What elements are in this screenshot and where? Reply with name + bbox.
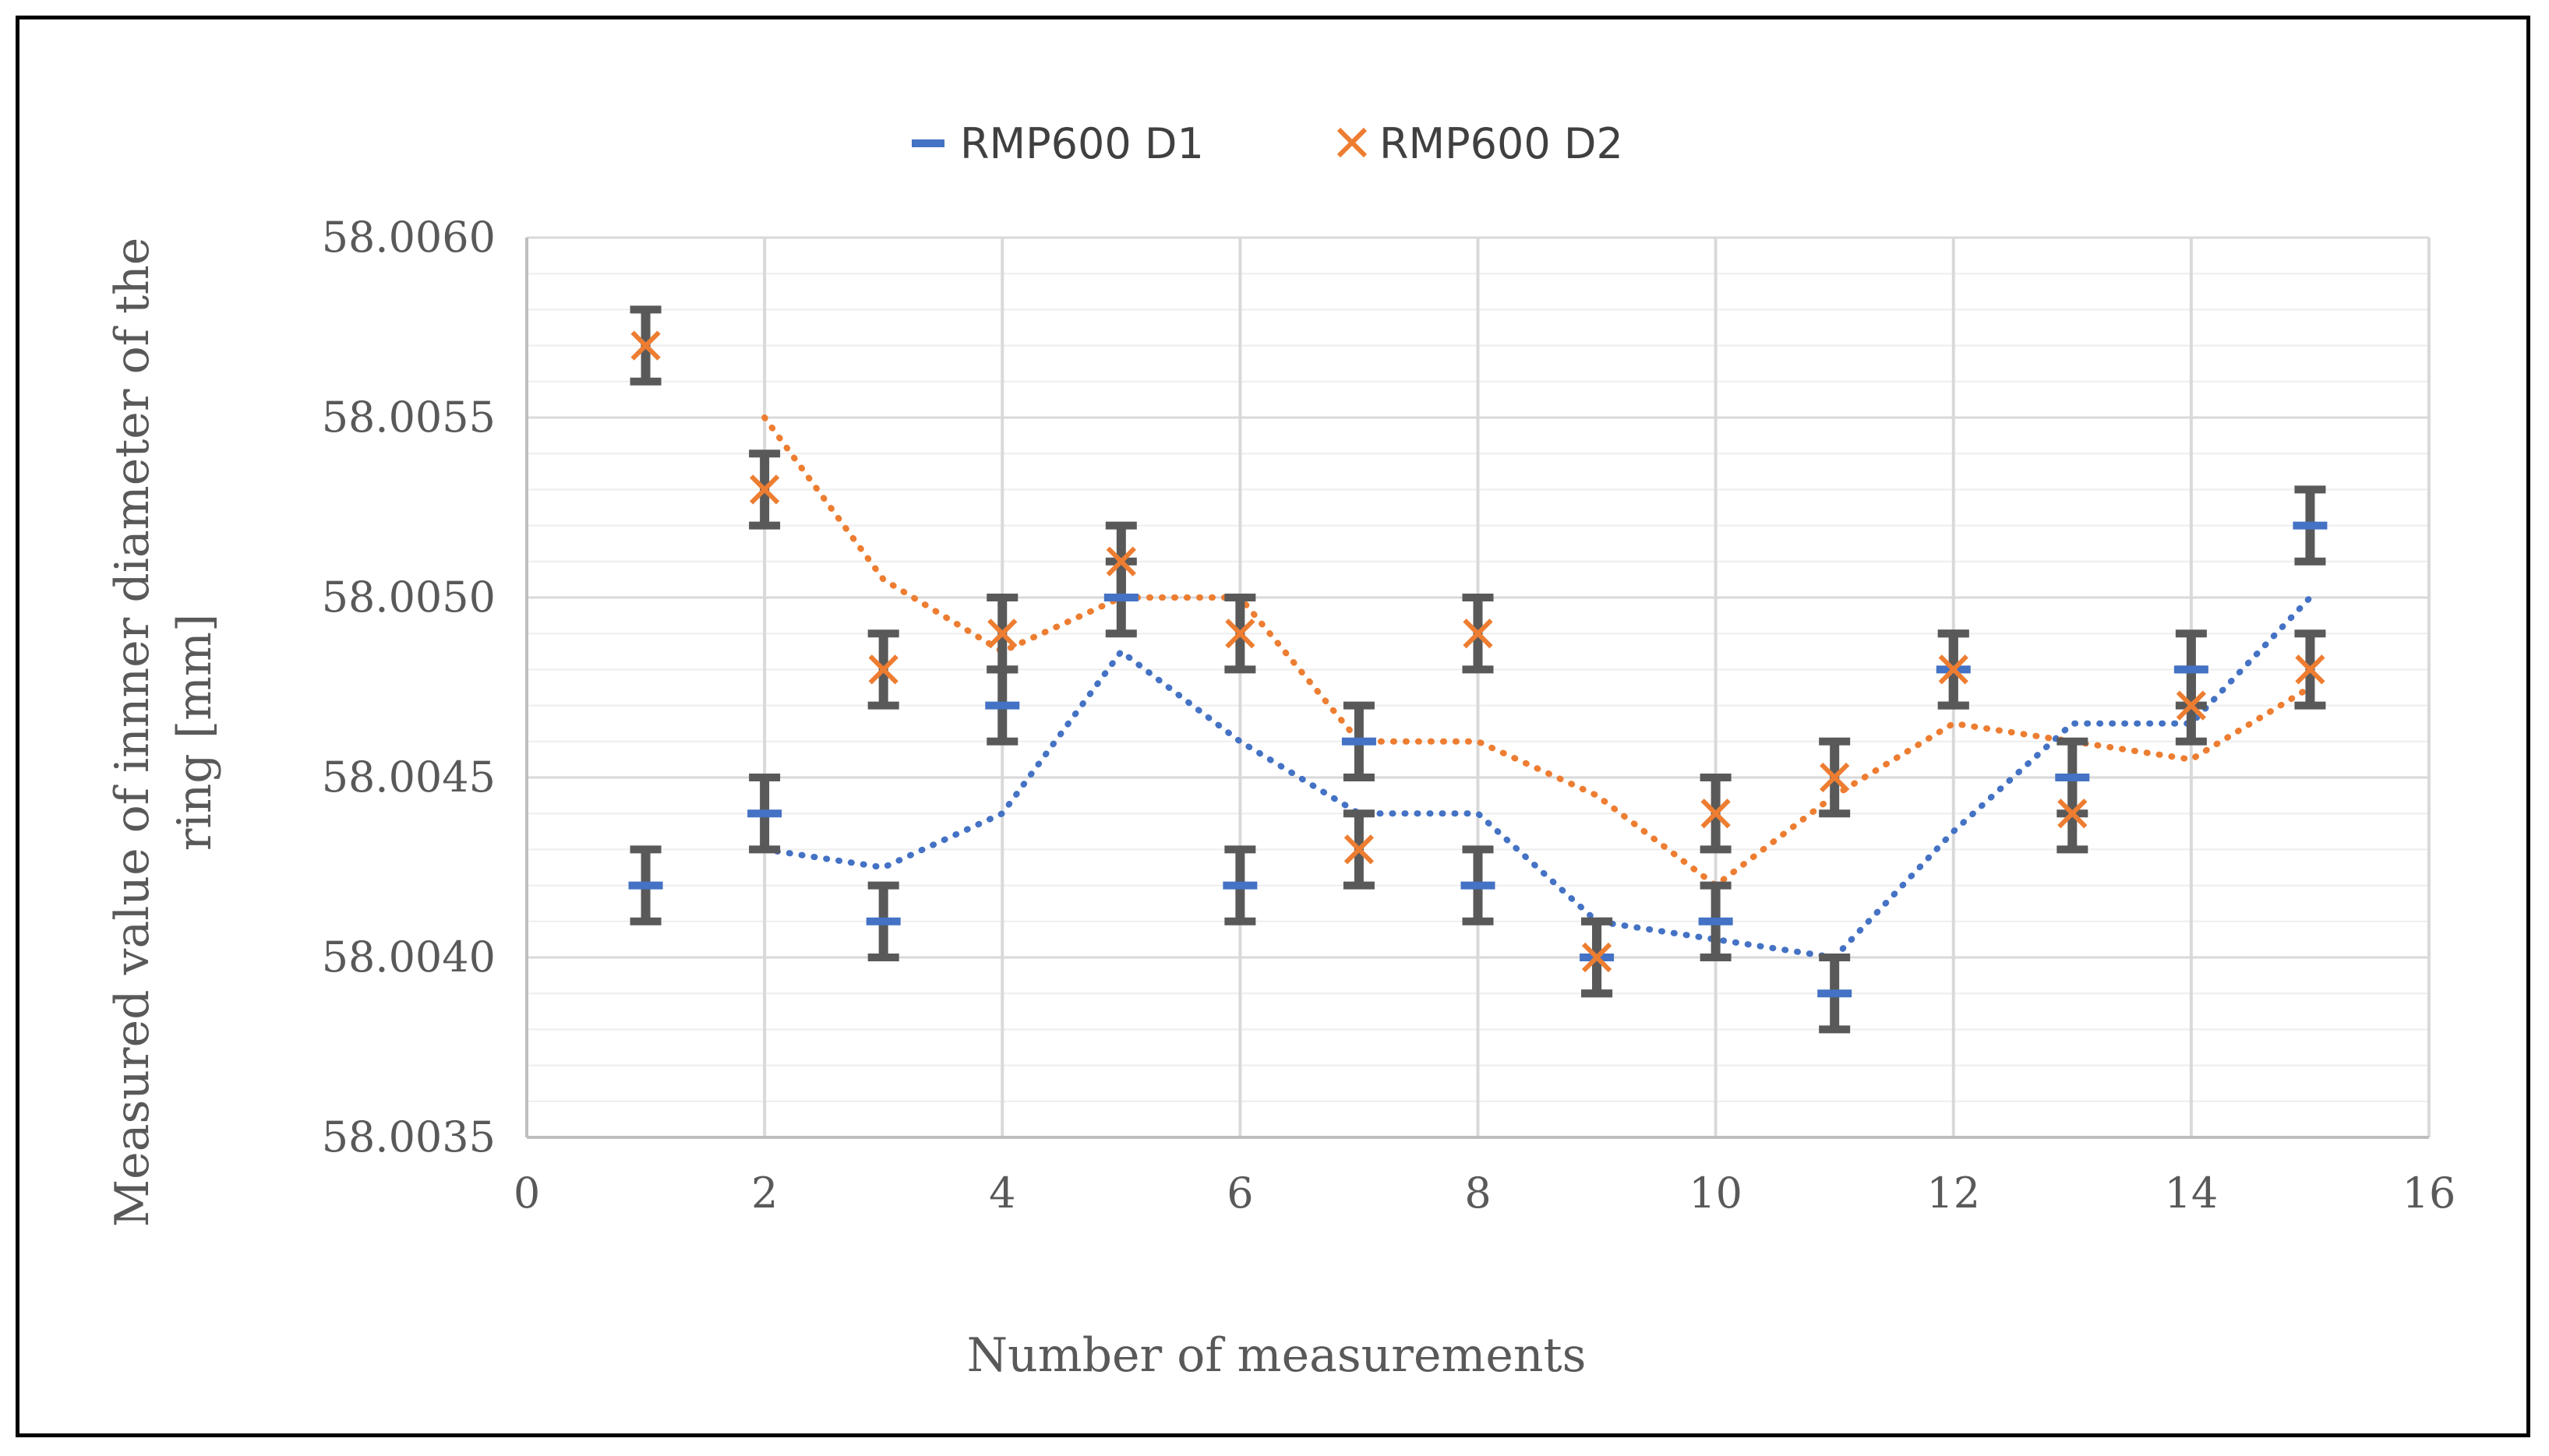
y-axis-title: Measured value of innner diameter of the… [105, 238, 222, 1228]
legend-swatch-rmp600-d2 [1336, 127, 1368, 158]
point-rmp600-d2 [868, 654, 899, 685]
point-rmp600-d2 [1700, 799, 1731, 829]
point-rmp600-d2 [750, 474, 780, 505]
point-rmp600-d2 [2057, 799, 2088, 829]
x-tick-label: 4 [989, 1169, 1015, 1218]
grid-layer [525, 236, 2431, 1139]
tick-label-layer: 58.0035 58.0040 58.0045 58.0050 58.0055 58.00… [322, 213, 2456, 1218]
point-rmp600-d2 [1463, 619, 1493, 649]
point-rmp600-d2 [2176, 690, 2206, 721]
y-tick-label: 58.0040 [322, 932, 496, 982]
point-rmp600-d2 [2295, 654, 2325, 685]
trendline-rmp600-d2 [761, 414, 2314, 890]
y-tick-label: 58.0035 [322, 1112, 496, 1162]
point-rmp600-d2 [1820, 762, 1850, 793]
x-axis-title: Number of measurements [967, 1328, 1587, 1383]
x-tick-label: 2 [751, 1169, 778, 1218]
x-tick-label: 14 [2165, 1169, 2219, 1218]
marker-layer [628, 330, 2328, 998]
y-axis-title-line-1: Measured value of innner diameter of the [105, 238, 160, 1228]
point-rmp600-d2 [1225, 619, 1255, 649]
y-tick-label: 58.0055 [322, 393, 496, 442]
legend-label-rmp600-d1: RMP600 D1 [960, 119, 1204, 168]
x-tick-label: 0 [514, 1169, 540, 1218]
y-tick-label: 58.0060 [322, 213, 496, 262]
legend: RMP600 D1 RMP600 D2 [912, 119, 1623, 168]
x-tick-label: 10 [1689, 1169, 1742, 1218]
point-rmp600-d2 [987, 619, 1018, 649]
trendline-layer [761, 414, 2314, 961]
point-rmp600-d2 [1343, 834, 1375, 865]
x-tick-label: 6 [1227, 1169, 1253, 1218]
point-rmp600-d2 [1938, 654, 1968, 685]
point-rmp600-d2 [1581, 942, 1612, 973]
x-tick-label: 16 [2402, 1169, 2456, 1218]
y-axis-title-line-2: ring [mm] [168, 614, 222, 851]
x-tick-label: 8 [1464, 1169, 1491, 1218]
point-rmp600-d2 [1106, 546, 1136, 576]
y-tick-label: 58.0045 [322, 753, 496, 802]
x-tick-label: 12 [1926, 1169, 1980, 1218]
legend-label-rmp600-d2: RMP600 D2 [1379, 119, 1623, 168]
y-tick-label: 58.0050 [322, 573, 496, 622]
point-rmp600-d2 [630, 330, 661, 361]
trendline-rmp600-d1 [761, 594, 2314, 961]
